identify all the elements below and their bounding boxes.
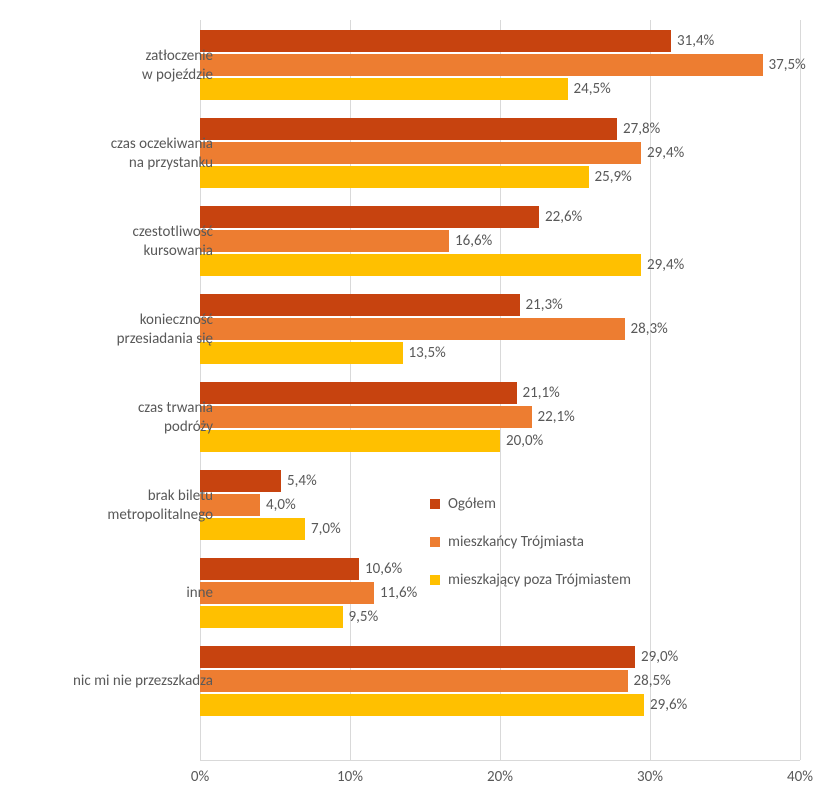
bar-value-label: 29,4% [647, 144, 684, 162]
bar-value-label: 25,9% [595, 168, 632, 186]
legend-swatch-1 [430, 537, 440, 547]
legend-label-0: Ogółem [448, 495, 496, 513]
legend-item-2: mieszkający poza Trójmiastem [430, 571, 800, 589]
bar-value-label: 29,0% [641, 648, 678, 666]
bar [200, 518, 305, 540]
bar [200, 382, 517, 404]
bar-value-label: 27,8% [623, 120, 660, 138]
bar-value-label: 28,3% [631, 320, 668, 338]
bar [200, 294, 520, 316]
category-label: inne [23, 584, 213, 603]
bar [200, 406, 532, 428]
bar-value-label: 22,6% [545, 208, 582, 226]
bar-value-label: 9,5% [349, 608, 379, 626]
category-label: czas trwaniapodróży [23, 399, 213, 437]
x-tick-label: 0% [191, 768, 209, 786]
bar [200, 30, 671, 52]
bar [200, 646, 635, 668]
bar-value-label: 29,4% [647, 256, 684, 274]
bar-value-label: 20,0% [506, 432, 543, 450]
x-tick-label: 40% [787, 768, 813, 786]
bar-value-label: 11,6% [380, 584, 417, 602]
bar-value-label: 4,0% [266, 496, 296, 514]
chart-container: 31,4% 37,5% 24,5% 27,8% 29,4% 25,9% 22,6% 16,6%… [0, 0, 825, 811]
bar [200, 606, 343, 628]
category-label: czas oczekiwaniana przystanku [23, 135, 213, 173]
category-label: czestotliwośćkursowania [23, 223, 213, 261]
bar-value-label: 16,6% [455, 232, 492, 250]
bar-value-label: 22,1% [538, 408, 575, 426]
bar-value-label: 21,3% [526, 296, 563, 314]
bar-value-label: 5,4% [287, 472, 317, 490]
x-tick-label: 20% [487, 768, 513, 786]
bar [200, 118, 617, 140]
bar [200, 78, 568, 100]
bar [200, 54, 763, 76]
category-label: brak biletumetropolitalnego [23, 487, 213, 525]
x-axis-line [200, 760, 800, 761]
bar [200, 342, 403, 364]
legend-label-2: mieszkający poza Trójmiastem [448, 571, 631, 589]
category-label: zatłoczeniew pojeździe [23, 47, 213, 85]
bar-value-label: 28,5% [634, 672, 671, 690]
plot-area: 31,4%37,5%24,5%27,8%29,4%25,9%22,6%16,6%… [200, 20, 800, 760]
bar [200, 142, 641, 164]
bar [200, 694, 644, 716]
bar-value-label: 13,5% [409, 344, 446, 362]
x-tick-label: 10% [337, 768, 363, 786]
bar [200, 230, 449, 252]
gridline [800, 20, 801, 760]
bar-value-label: 37,5% [769, 56, 806, 74]
bar [200, 430, 500, 452]
category-label: nic mi nie przezszkadza [23, 672, 213, 691]
legend-swatch-2 [430, 575, 440, 585]
bar [200, 318, 625, 340]
bar [200, 206, 539, 228]
bar-value-label: 7,0% [311, 520, 341, 538]
bar-value-label: 21,1% [523, 384, 560, 402]
bar-value-label: 29,6% [650, 696, 687, 714]
bar [200, 254, 641, 276]
legend: Ogółem mieszkańcy Trójmiasta mieszkający… [430, 495, 800, 609]
legend-item-0: Ogółem [430, 495, 800, 513]
bar-value-label: 10,6% [365, 560, 402, 578]
category-label: koniecznośćprzesiadania się [23, 311, 213, 349]
legend-item-1: mieszkańcy Trójmiasta [430, 533, 800, 551]
x-tick-label: 30% [637, 768, 663, 786]
bar [200, 670, 628, 692]
bar [200, 582, 374, 604]
legend-label-1: mieszkańcy Trójmiasta [448, 533, 584, 551]
bar [200, 166, 589, 188]
bar-value-label: 31,4% [677, 32, 714, 50]
bar-value-label: 24,5% [574, 80, 611, 98]
legend-swatch-0 [430, 499, 440, 509]
bar [200, 558, 359, 580]
